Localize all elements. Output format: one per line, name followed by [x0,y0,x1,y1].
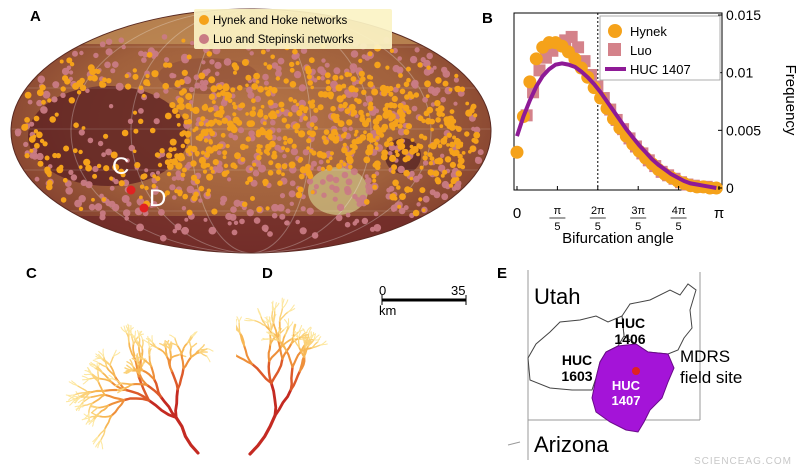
panel-label-d: D [262,265,273,282]
scale-bar: 0 35 km [379,283,467,318]
x-tick-label-denominator: 5 [676,221,682,233]
utah-watershed-map: Utah Arizona HUC 1406 HUC 1603 HUC 1407 … [507,270,742,460]
luo-point [533,64,546,77]
panel-label-e: E [497,265,508,282]
mdrs-site-marker [632,367,640,375]
y-tick-label: 0.015 [726,7,761,23]
x-tick-label: 2π [591,205,605,217]
huc-1406-label-line2: 1406 [614,331,645,347]
x-tick-label: 0 [513,205,521,222]
site-c-label: C [112,153,129,180]
map-legend: Hynek and Hoke networks Luo and Stepinsk… [194,9,392,49]
luo-point [565,30,578,43]
river-network-d: 0 35 km [236,283,467,456]
huc-1407-curve [515,61,717,190]
river-channels [236,297,328,456]
y-tick-label: 0.005 [726,122,761,138]
huc-1603-label-line2: 1603 [561,368,592,384]
legend-luo-marker [608,43,621,56]
huc-1603-region [527,315,625,391]
huc-1407-region [591,343,675,433]
x-tick-label-denominator: 5 [635,221,641,233]
scale-end: 35 [451,283,465,298]
panel-label-b: B [482,10,493,27]
legend-luo-marker [199,34,209,44]
chart-legend: Hynek Luo HUC 1407 [599,15,721,81]
legend-huc-label: HUC 1407 [630,62,691,77]
site-d-label: D [149,185,166,212]
x-tick-label: 3π [631,205,645,217]
state-label-arizona: Arizona [534,432,609,457]
legend-hynek-marker [199,15,209,25]
scale-start: 0 [379,283,386,298]
x-tick-label: π [714,205,724,222]
x-tick-label: π [554,205,562,217]
y-axis-label: Frequency [782,65,799,136]
site-d-marker [139,203,149,213]
y-tick-label: 0.01 [726,65,753,81]
y-tick-label: 0 [726,180,734,196]
river-network-c [65,323,214,455]
hynek-point [510,145,524,159]
hynek-point [523,75,537,89]
site-label-line2: field site [680,368,742,387]
huc-1406-label-line1: HUC [615,315,645,331]
site-label-line1: MDRS [680,347,730,366]
panel-label-c: C [26,265,37,282]
x-tick-label-denominator: 5 [554,221,560,233]
huc-1407-label-line2: 1407 [612,393,641,408]
river-channels [65,323,214,455]
legend-hynek-label: Hynek [630,24,667,39]
hynek-point [568,52,582,66]
scale-unit: km [379,303,396,318]
mars-network-map: C D Hynek and Hoke networks Luo and Step… [10,8,492,254]
panel-label-a: A [30,8,41,25]
legend-hynek-marker [608,24,622,38]
luo-point [572,41,585,54]
legend-luo-label: Luo and Stepinski networks [213,34,354,46]
site-c-marker [126,185,136,195]
huc-1407-label-line1: HUC [612,378,641,393]
x-tick-label-denominator: 5 [595,221,601,233]
state-label-utah: Utah [534,284,580,309]
legend-luo-label: Luo [630,43,652,58]
x-tick-label: 4π [672,205,686,217]
luo-point [578,55,591,68]
huc-1603-label-line1: HUC [562,352,592,368]
legend-hynek-label: Hynek and Hoke networks [213,15,347,27]
x-axis-label: Bifurcation angle [562,230,674,247]
hynek-point [709,181,723,195]
watermark: SCIENCEAG.COM [693,456,792,467]
hynek-point [529,52,543,66]
